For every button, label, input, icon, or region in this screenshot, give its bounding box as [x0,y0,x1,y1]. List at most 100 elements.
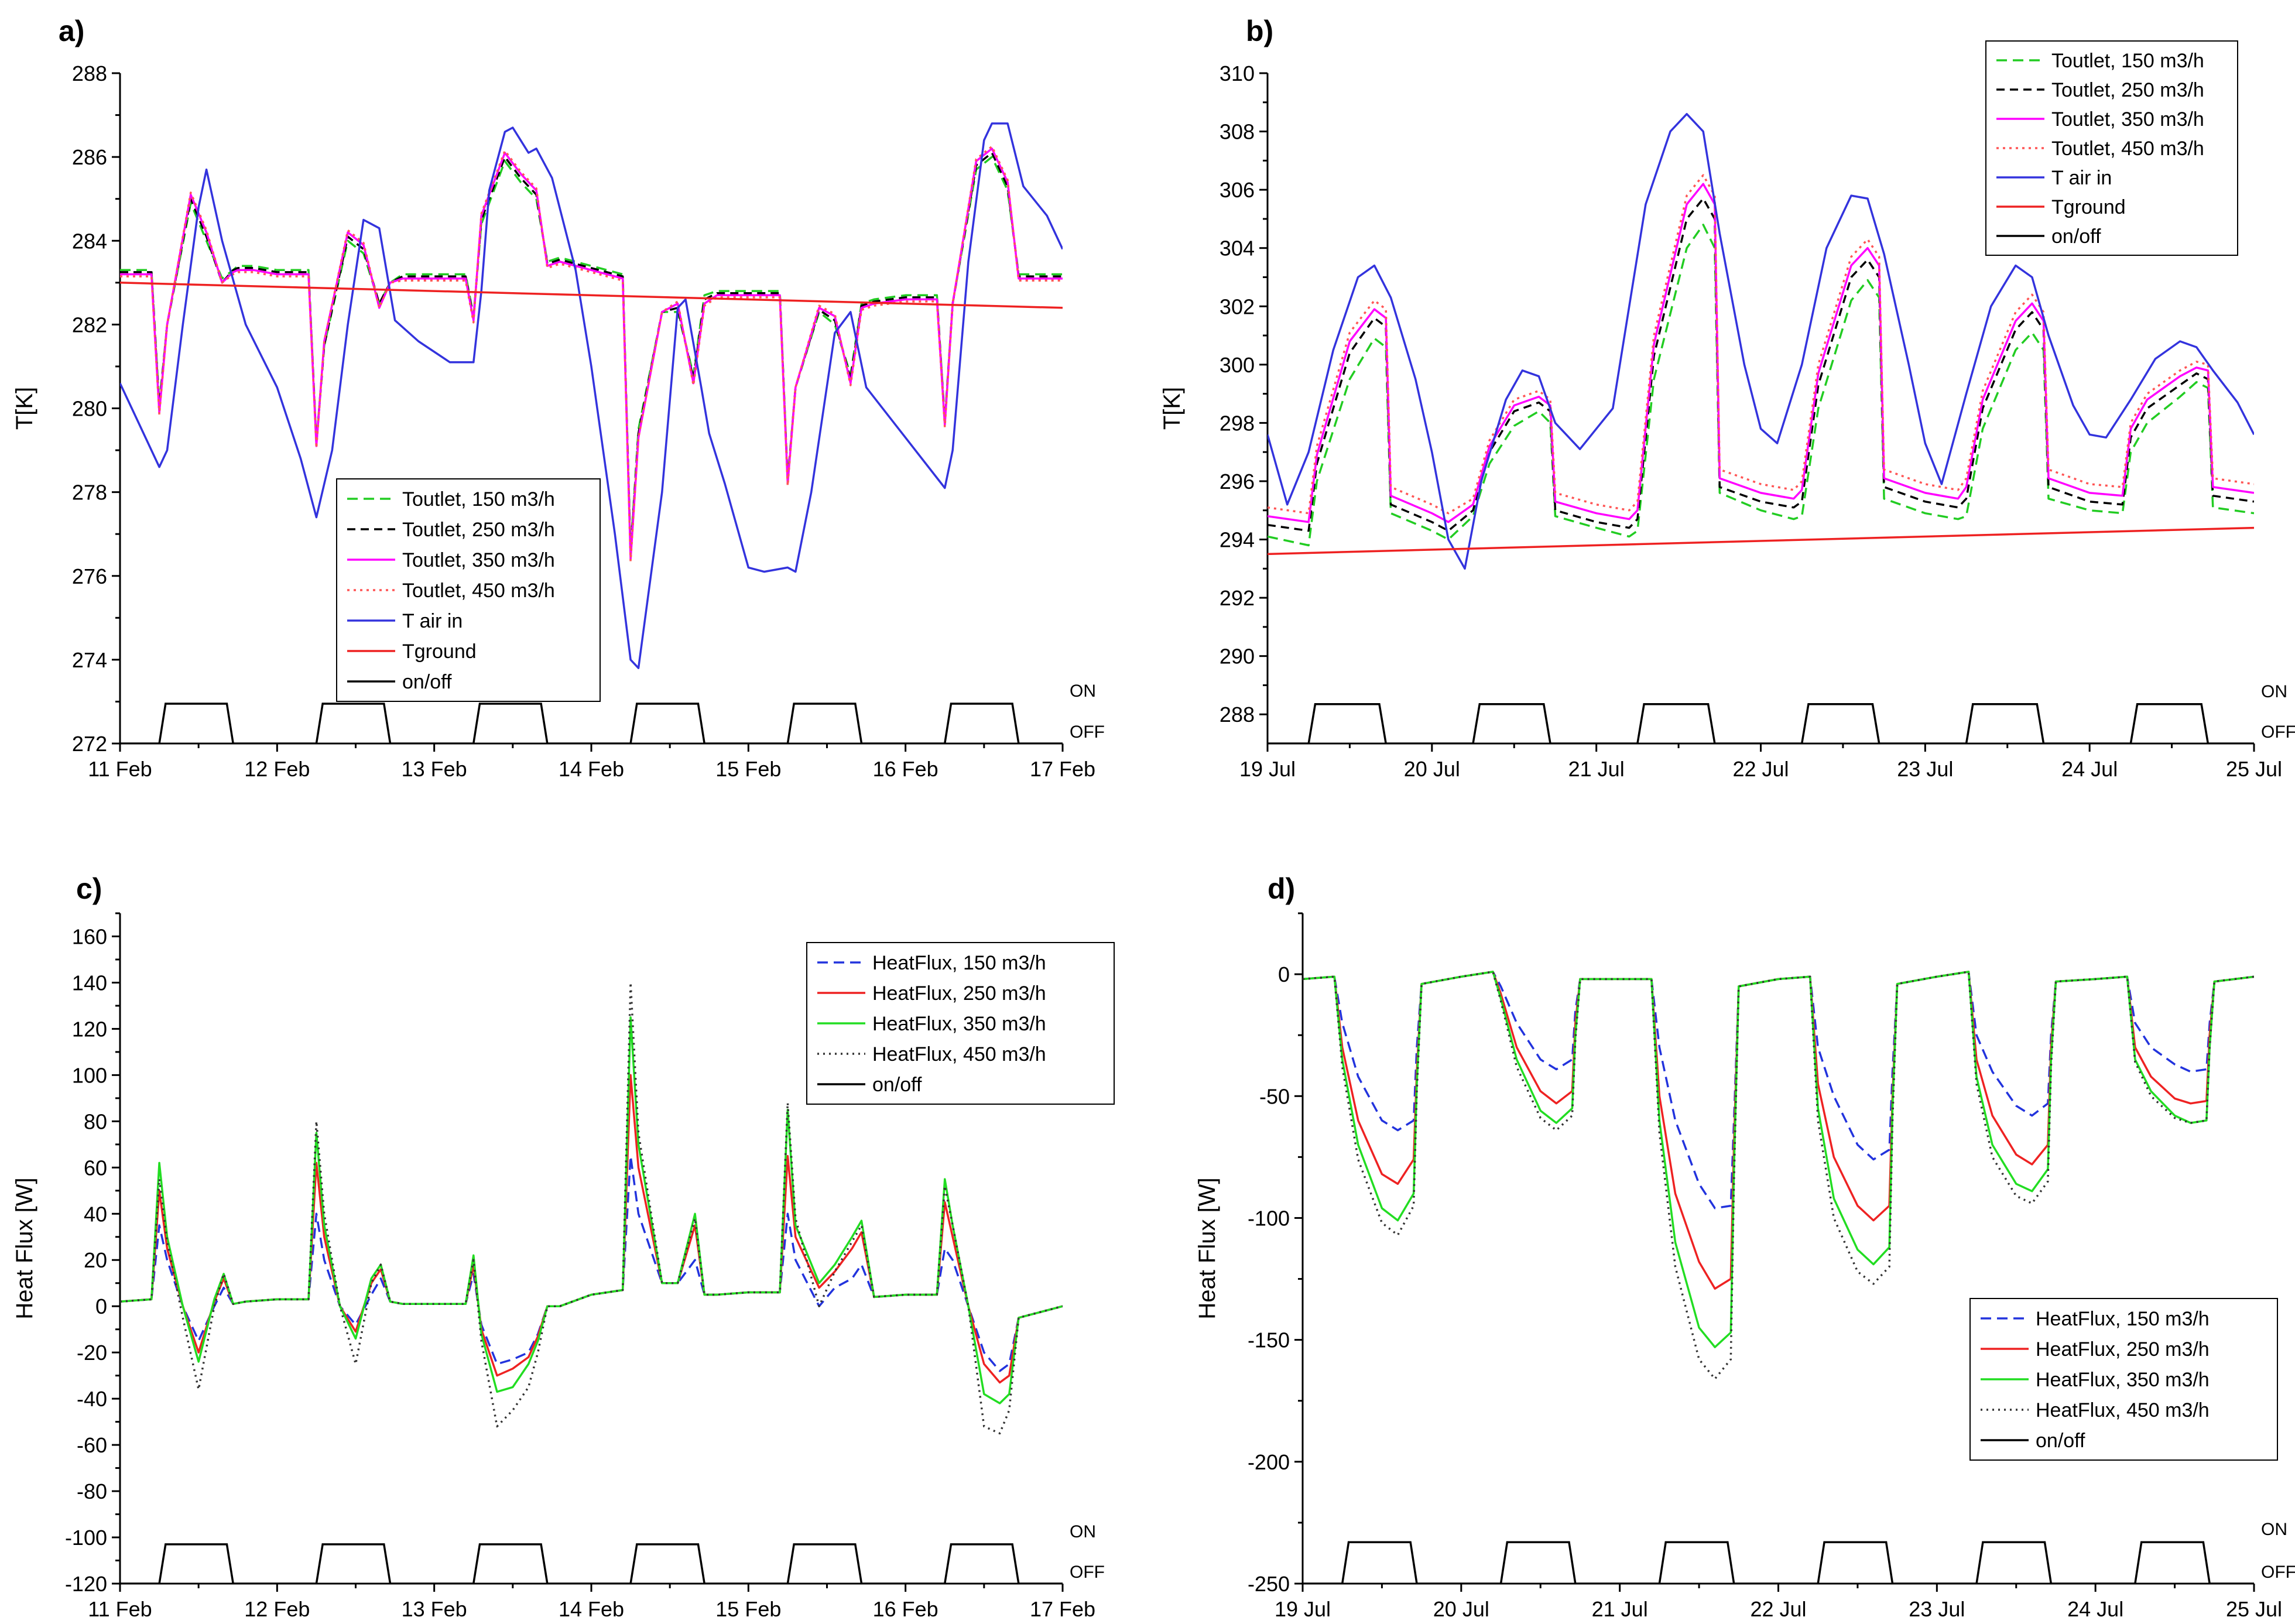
series-line-3 [1303,971,2254,1348]
y-tick-label: 160 [72,924,107,948]
y-tick-label: -150 [1248,1328,1290,1352]
x-tick-label: 11 Feb [88,757,152,781]
panel-label: c) [76,872,102,905]
y-tick-label: 80 [84,1109,107,1133]
plot-area [120,981,1063,1584]
legend-entry: HeatFlux, 450 m3/h [872,1043,1046,1065]
x-tick-label: 20 Jul [1404,757,1460,781]
y-tick-label: 308 [1220,120,1255,144]
y-tick-label: 60 [84,1156,107,1180]
series-line-1 [1303,971,2254,1210]
y-tick-label: 274 [72,648,107,672]
panel-label: b) [1246,15,1273,47]
off-label: OFF [2261,722,2295,742]
panel-label: a) [59,15,84,47]
y-tick-label: 40 [84,1202,107,1226]
x-tick-label: 19 Jul [1275,1597,1331,1621]
y-tick-label: 272 [72,732,107,756]
y-tick-label: 278 [72,481,107,505]
y-tick-label: 284 [72,229,107,253]
y-tick-label: 280 [72,397,107,421]
y-tick-label: 0 [95,1294,107,1318]
y-tick-label: 300 [1220,353,1255,377]
legend-entry: HeatFlux, 150 m3/h [872,952,1046,974]
x-tick-label: 16 Feb [873,757,938,781]
x-tick-label: 23 Jul [1897,757,1953,781]
on-label: ON [2261,1520,2287,1539]
legend-entry: HeatFlux, 250 m3/h [872,982,1046,1005]
y-tick-label: 294 [1220,528,1255,552]
y-tick-label: -20 [77,1341,107,1365]
x-tick-label: 17 Feb [1030,1597,1095,1621]
legend-box [1985,40,2238,256]
y-tick-label: 306 [1220,178,1255,202]
legend-entry: T air in [2051,167,2112,189]
x-tick-label: 13 Feb [402,1597,467,1621]
x-tick-label: 12 Feb [244,757,310,781]
on-label: ON [1070,681,1096,701]
x-tick-label: 20 Jul [1433,1597,1489,1621]
y-tick-label: 296 [1220,470,1255,494]
legend-entry: Tground [2051,196,2126,218]
legend-entry: Toutlet, 250 m3/h [2051,79,2204,101]
y-axis-title: Heat Flux [W] [12,1177,37,1319]
series-line-4 [1303,971,2254,1380]
legend-entry: HeatFlux, 450 m3/h [2036,1399,2210,1421]
y-tick-label: -50 [1259,1084,1290,1108]
legend-entry: Toutlet, 150 m3/h [402,488,555,511]
y-tick-label: -60 [77,1433,107,1457]
panel-label: d) [1268,872,1295,905]
series-line-1 [1268,224,2254,547]
onoff-signal-line [120,703,1063,744]
series-line-6 [1268,526,2254,556]
series-line-2 [1303,971,2254,1290]
x-tick-label: 22 Jul [1750,1597,1806,1621]
x-tick-label: 12 Feb [244,1597,310,1621]
legend: Toutlet, 150 m3/h Toutlet, 250 m3/h Toutle… [1985,40,2238,256]
x-tick-label: 23 Jul [1909,1597,1965,1621]
legend-entry: Toutlet, 250 m3/h [402,519,555,541]
x-tick-label: 21 Jul [1568,757,1625,781]
on-label: ON [2261,682,2287,701]
y-tick-label: -250 [1248,1572,1290,1596]
legend-entry: HeatFlux, 150 m3/h [2036,1308,2210,1330]
y-tick-label: 292 [1220,586,1255,610]
y-tick-label: 288 [72,61,107,85]
x-tick-label: 15 Feb [715,1597,781,1621]
legend-entry: Toutlet, 450 m3/h [2051,138,2204,160]
series-line-4 [120,981,1063,1435]
legend-entry: on/off [872,1074,922,1096]
chart-panel-1: a) 272 274 276 278 280 282 284 286 288 11 Feb 12 Fe… [12,15,1105,781]
y-tick-label: 288 [1220,703,1255,727]
chart-panel-2: b) 288 290 292 294 296 298 300 302 304 306 308 310 19… [1159,15,2295,781]
y-axis-title: T[K] [12,387,37,430]
y-tick-label: -200 [1248,1450,1290,1474]
legend-entry: HeatFlux, 350 m3/h [872,1013,1046,1035]
y-tick-label: 120 [72,1017,107,1041]
x-tick-label: 24 Jul [2067,1597,2123,1621]
legend-entry: Tground [402,640,477,663]
series-line-2 [120,152,1063,556]
off-label: OFF [2261,1563,2295,1582]
y-tick-label: 310 [1220,61,1255,85]
legend-entry: on/off [402,671,452,693]
legend-entry: HeatFlux, 250 m3/h [2036,1338,2210,1361]
legend-entry: Toutlet, 350 m3/h [402,549,555,571]
legend-entry: on/off [2036,1430,2085,1452]
plot-area [1303,971,2254,1584]
legend-entry: HeatFlux, 350 m3/h [2036,1369,2210,1391]
y-tick-label: 298 [1220,411,1255,435]
y-tick-label: -120 [65,1572,107,1596]
legend-entry: Toutlet, 150 m3/h [2051,50,2204,72]
y-tick-label: 100 [72,1063,107,1087]
y-tick-label: 276 [72,564,107,588]
y-tick-label: 304 [1220,237,1255,261]
y-tick-label: -40 [77,1387,107,1411]
series-line-2 [120,1074,1063,1384]
x-tick-label: 21 Jul [1592,1597,1648,1621]
series-line-5 [120,122,1063,669]
y-tick-label: 20 [84,1248,107,1272]
legend-entry: Toutlet, 350 m3/h [2051,108,2204,131]
x-tick-label: 11 Feb [88,1597,152,1621]
